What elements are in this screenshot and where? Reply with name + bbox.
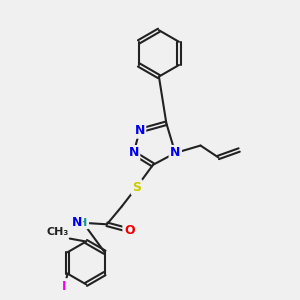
Text: N: N: [134, 124, 145, 137]
Text: N: N: [71, 216, 82, 229]
Text: S: S: [132, 181, 141, 194]
Text: I: I: [62, 280, 67, 292]
Text: N: N: [170, 146, 181, 160]
Text: H: H: [79, 218, 88, 228]
Text: O: O: [124, 224, 134, 237]
Text: CH₃: CH₃: [46, 227, 68, 237]
Text: N: N: [128, 146, 139, 160]
